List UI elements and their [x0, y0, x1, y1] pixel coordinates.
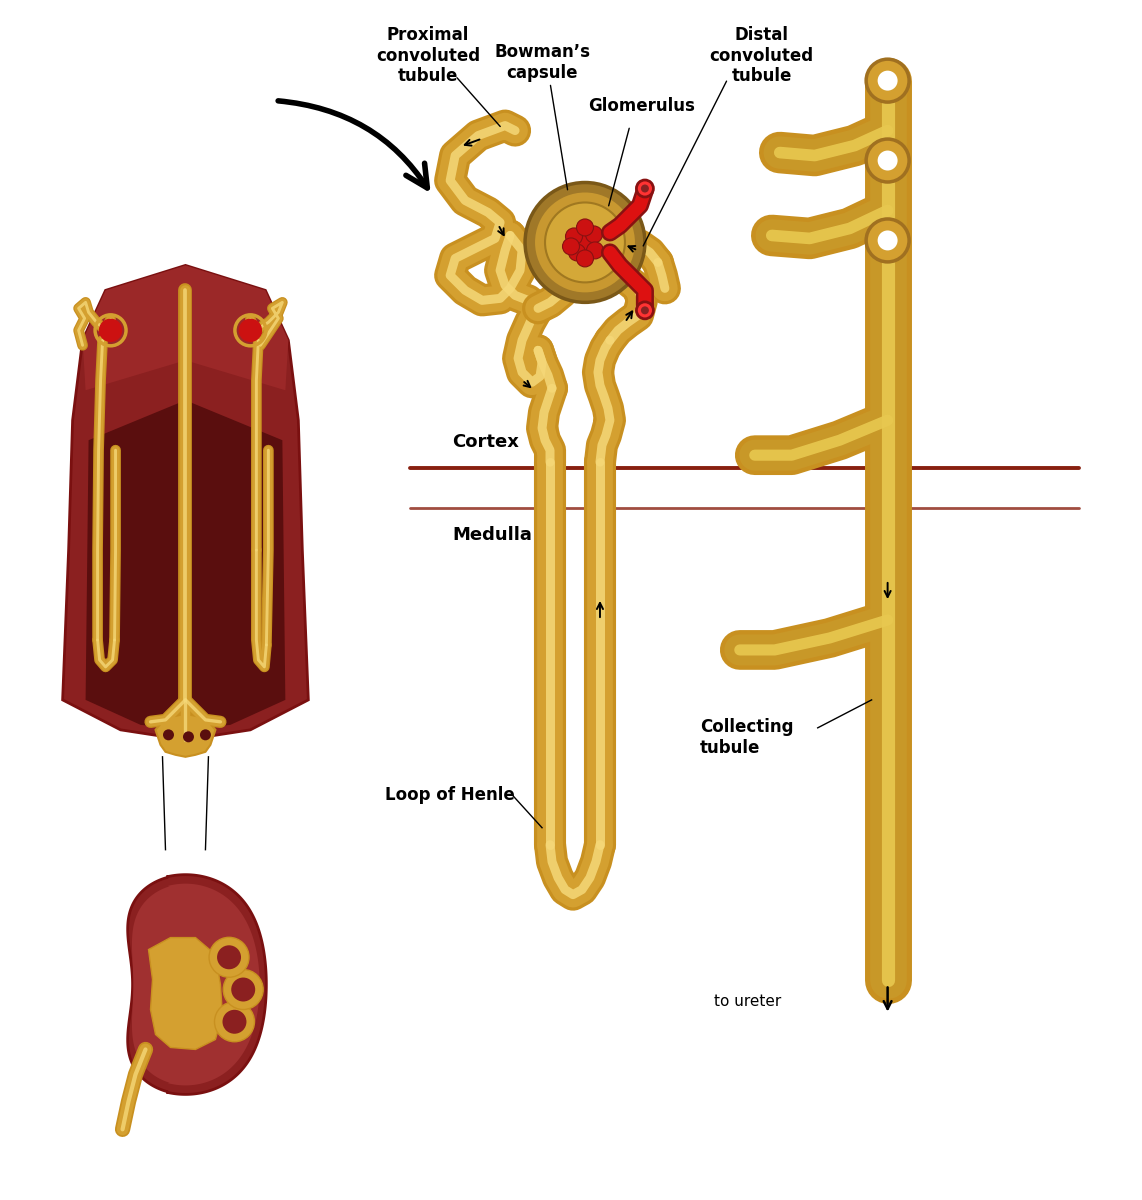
Text: Cortex: Cortex — [452, 433, 518, 451]
Circle shape — [183, 731, 194, 743]
Circle shape — [99, 319, 121, 341]
Circle shape — [536, 192, 635, 293]
Circle shape — [545, 203, 625, 282]
Text: Proximal
convoluted
tubule: Proximal convoluted tubule — [376, 26, 481, 85]
Circle shape — [200, 730, 211, 740]
Circle shape — [877, 230, 898, 251]
Text: Collecting
tubule: Collecting tubule — [700, 719, 794, 757]
Circle shape — [866, 139, 909, 182]
Circle shape — [587, 242, 603, 259]
Polygon shape — [132, 883, 259, 1086]
Circle shape — [569, 244, 586, 260]
Circle shape — [577, 234, 594, 251]
Circle shape — [866, 218, 909, 262]
Circle shape — [563, 238, 579, 254]
Circle shape — [240, 319, 262, 341]
Circle shape — [577, 250, 594, 266]
Text: Medulla: Medulla — [452, 526, 532, 544]
Polygon shape — [155, 714, 216, 757]
Circle shape — [577, 218, 594, 236]
Circle shape — [641, 306, 649, 314]
Circle shape — [636, 180, 653, 197]
Circle shape — [866, 59, 909, 102]
Polygon shape — [148, 937, 223, 1050]
Circle shape — [636, 302, 653, 319]
Circle shape — [215, 1002, 255, 1042]
Text: Loop of Henle: Loop of Henle — [385, 786, 515, 804]
Circle shape — [877, 150, 898, 170]
Circle shape — [586, 226, 603, 242]
Polygon shape — [86, 401, 286, 730]
Circle shape — [877, 71, 898, 91]
Circle shape — [565, 228, 582, 245]
Circle shape — [217, 946, 241, 970]
Text: Distal
convoluted
tubule: Distal convoluted tubule — [709, 26, 814, 85]
Circle shape — [525, 182, 645, 302]
Circle shape — [223, 1009, 247, 1033]
Text: to ureter: to ureter — [715, 994, 782, 1009]
Circle shape — [641, 185, 649, 192]
Circle shape — [163, 730, 174, 740]
Polygon shape — [82, 265, 288, 390]
Circle shape — [223, 970, 263, 1009]
Text: Glomerulus: Glomerulus — [588, 97, 695, 115]
Polygon shape — [128, 875, 266, 1094]
Text: Bowman’s
capsule: Bowman’s capsule — [494, 43, 590, 82]
Circle shape — [231, 978, 255, 1002]
Circle shape — [209, 937, 249, 977]
Polygon shape — [63, 265, 308, 740]
